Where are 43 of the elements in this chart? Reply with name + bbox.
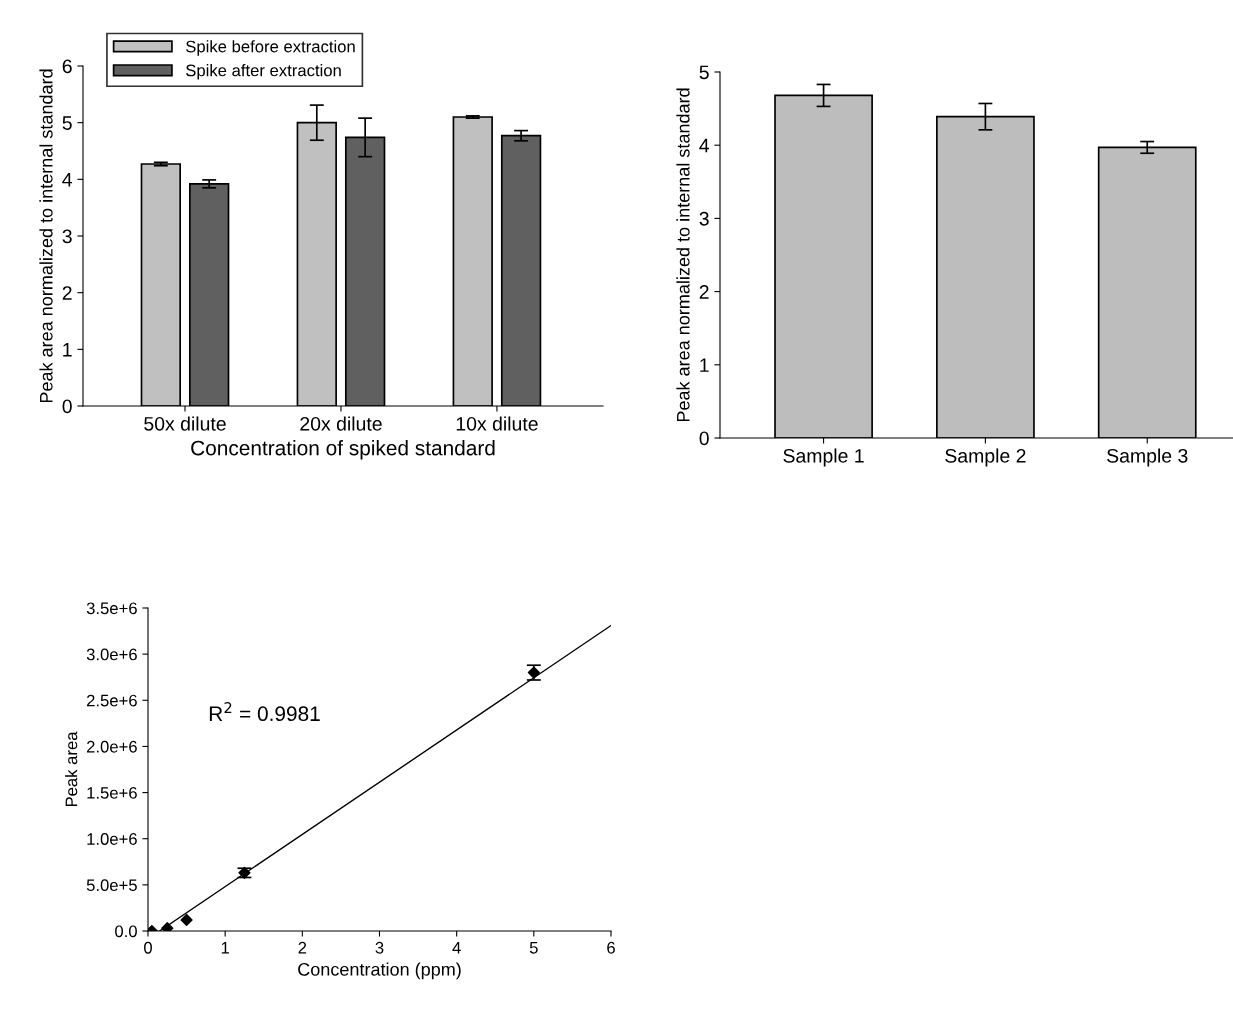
y-tick-label: 2 xyxy=(699,285,709,299)
x-tick-label: 2 xyxy=(298,941,307,954)
legend-label: Spike after extraction xyxy=(186,64,341,80)
annotation: R$^{2}$ = 0.9981 xyxy=(209,702,320,722)
x-tick-label: 1 xyxy=(221,942,229,954)
x-tick-label: 0 xyxy=(144,941,152,954)
point xyxy=(180,913,193,926)
y-axis-title: Peak area normalized to internal standard xyxy=(676,88,690,422)
x-tick-label: 50x dilute xyxy=(144,416,226,431)
y-tick-label: 5.0e+5 xyxy=(86,879,137,892)
y-tick-label: 2.0e+6 xyxy=(86,740,137,753)
y-tick-label: 2 xyxy=(62,286,72,300)
y-tick-label: 5 xyxy=(62,116,72,130)
y-tick-label: 4 xyxy=(62,173,73,187)
y-tick-label: 1.0e+6 xyxy=(87,833,137,845)
y-tick-label: 5 xyxy=(699,65,709,80)
y-tick-label: 4 xyxy=(699,138,710,153)
legend-label: Spike before extraction xyxy=(186,40,355,56)
y-tick-label: 0.0 xyxy=(115,925,137,938)
y-tick-label: 3.5e+6 xyxy=(86,602,137,615)
y-tick-label: 3 xyxy=(62,229,72,244)
y-tick-label: 0 xyxy=(699,431,709,446)
x-tick-label: 3 xyxy=(375,941,384,954)
y-tick-label: 1 xyxy=(700,358,709,372)
x-axis-title: Concentration (ppm) xyxy=(298,962,461,980)
y-axis-title: Peak area normalized to internal standard xyxy=(39,69,53,403)
x-tick-label: 20x dilute xyxy=(300,416,382,431)
y-tick-label: 0 xyxy=(62,399,72,414)
x-tick-label: 4 xyxy=(452,942,461,954)
y-tick-label: 3.0e+6 xyxy=(86,648,137,661)
x-axis-title: Concentration of spiked standard xyxy=(191,440,495,460)
x-tick-label: Sample 3 xyxy=(1107,448,1188,467)
x-tick-label: 10x dilute xyxy=(456,416,538,431)
y-tick-label: 6 xyxy=(62,59,72,74)
x-tick-label: Sample 2 xyxy=(945,448,1026,467)
x-tick-label: 6 xyxy=(607,941,615,954)
y-tick-label: 2.5e+6 xyxy=(86,694,137,707)
y-tick-label: 3 xyxy=(699,211,709,226)
x-tick-label: 5 xyxy=(529,942,538,954)
y-tick-label: 1.5e+6 xyxy=(87,786,137,799)
y-axis-title: Peak area xyxy=(65,731,78,807)
y-tick-label: 1 xyxy=(63,343,72,357)
x-tick-label: Sample 1 xyxy=(783,448,864,467)
